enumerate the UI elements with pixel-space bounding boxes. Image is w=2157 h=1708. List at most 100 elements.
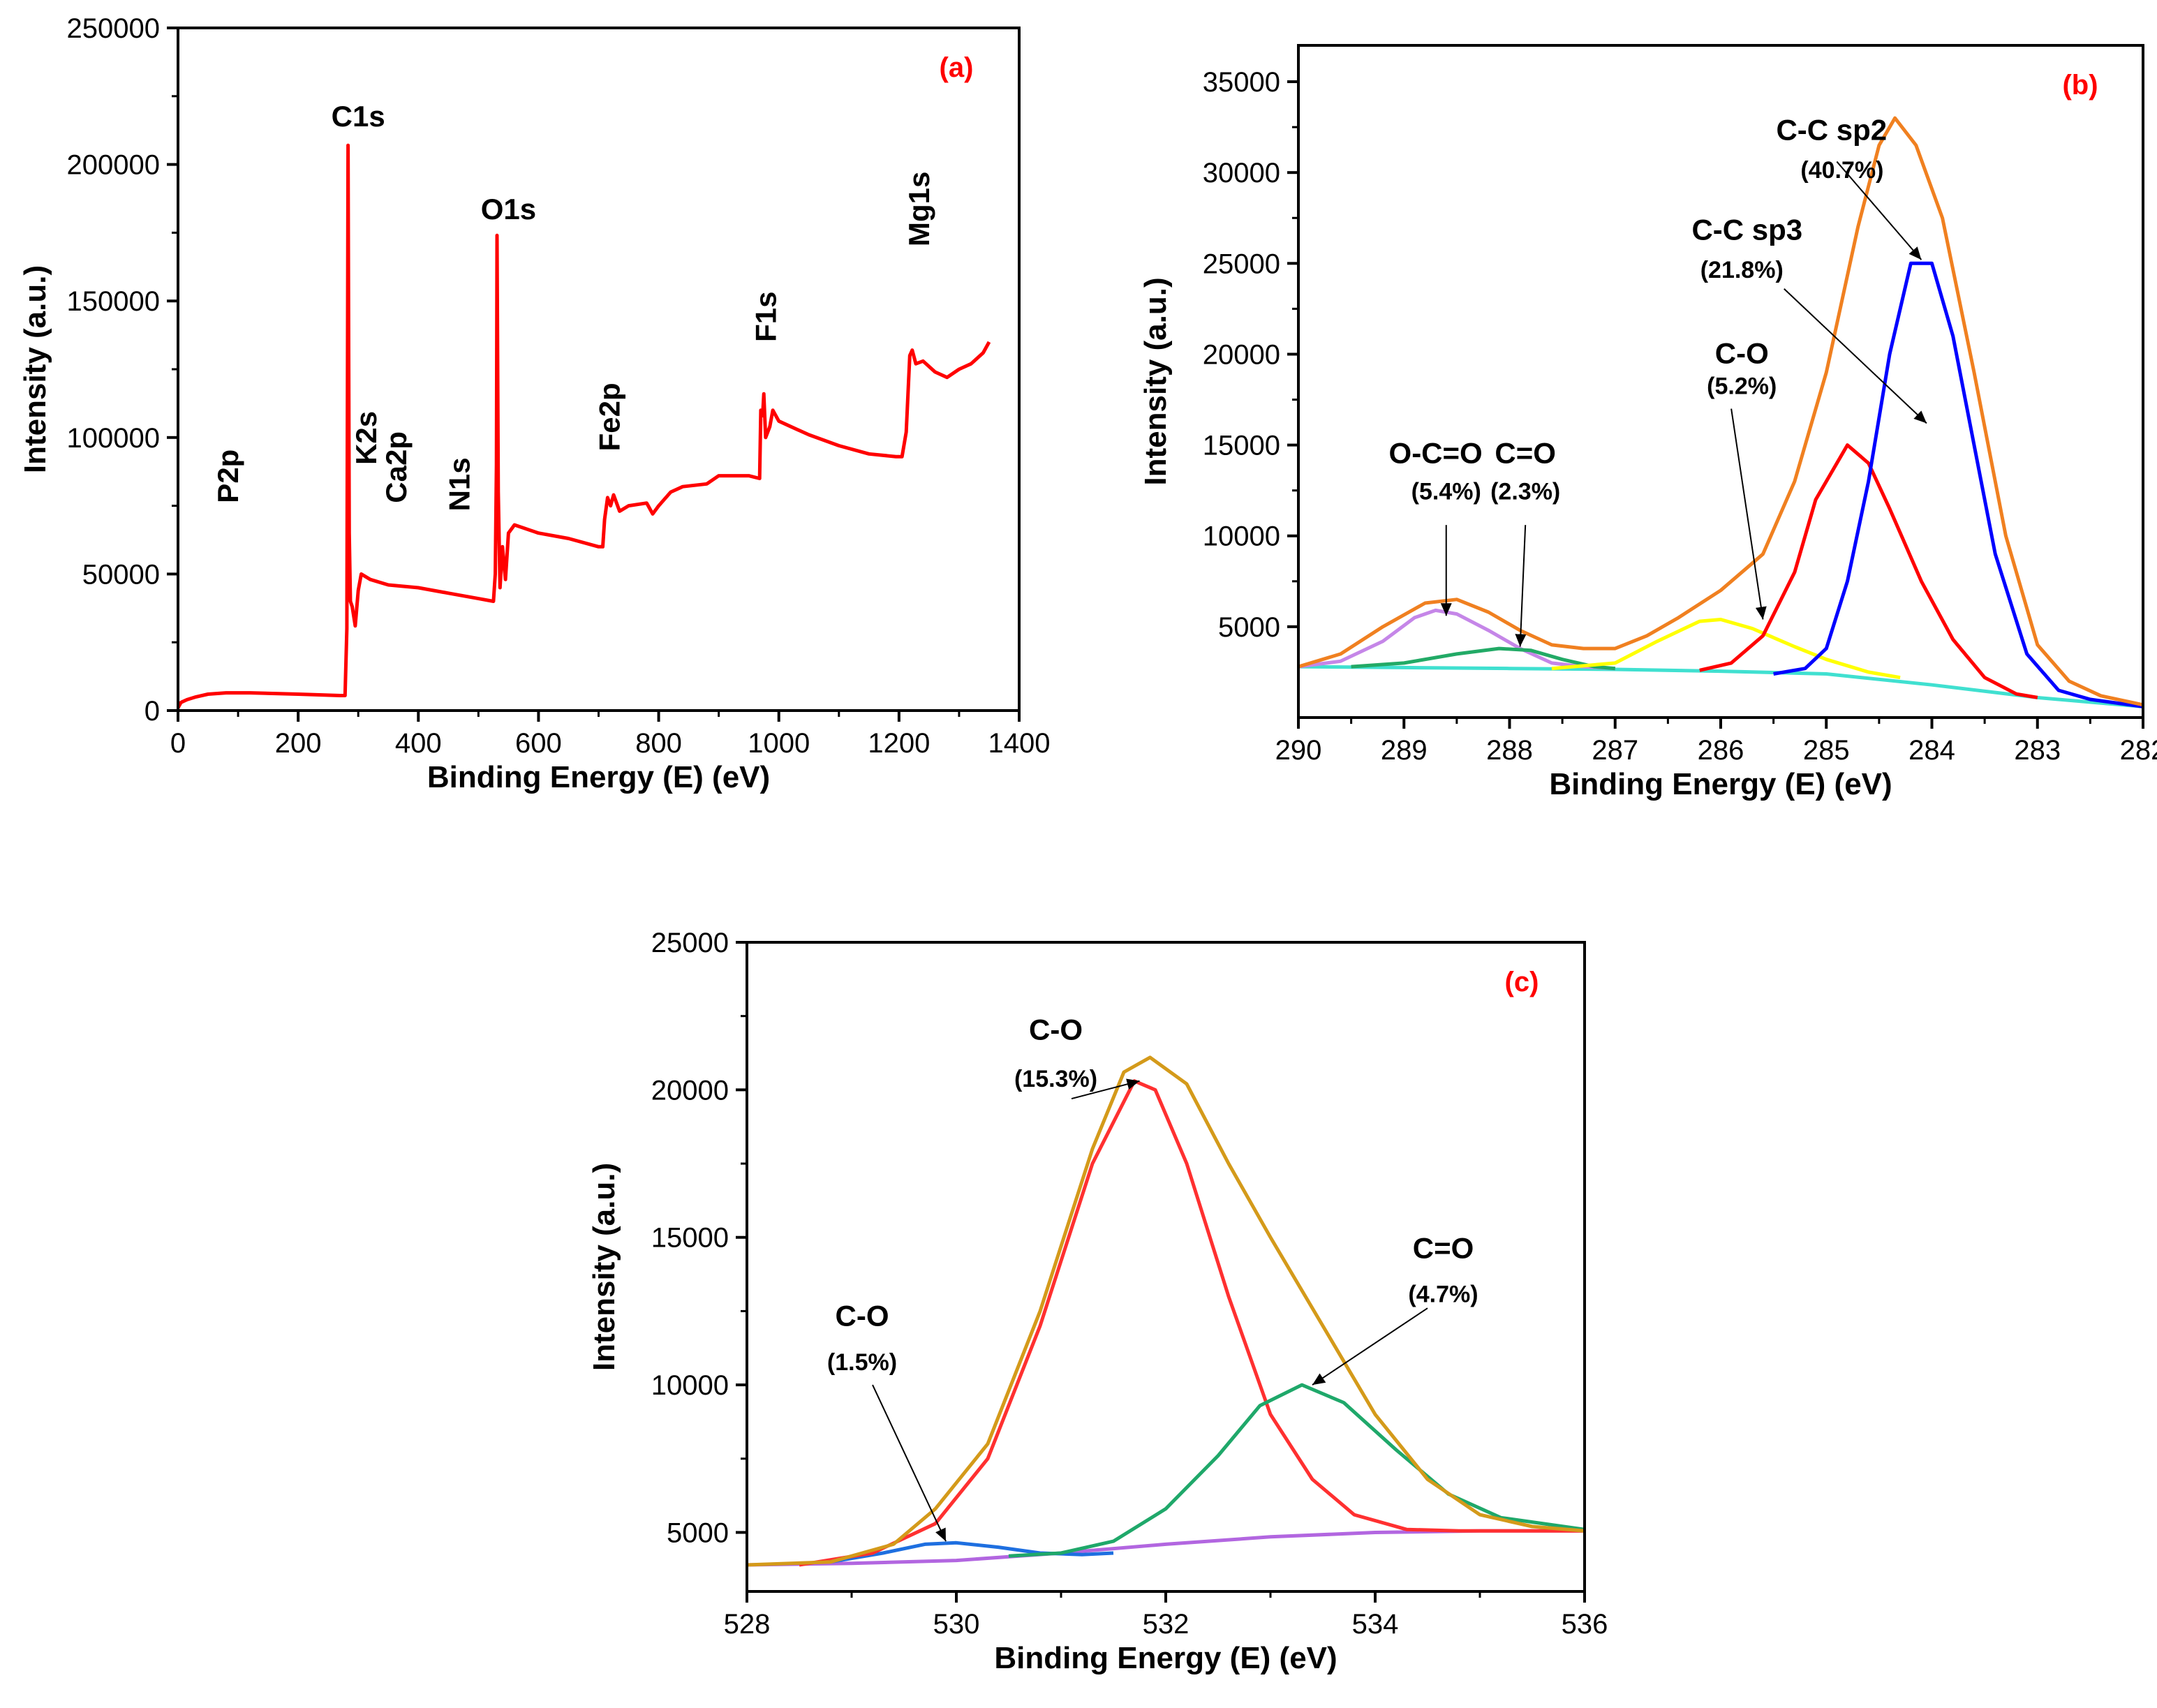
y-tick-label: 250000 [67,13,160,44]
y-tick-label: 20000 [651,1075,729,1106]
peak-label: F1s [749,292,782,342]
series-line [746,1529,1585,1567]
chart-svg: 0 200 400 600 800 1000 1200 1400 0 50000 100000 150… [18,13,1051,794]
y-tick-label: 5000 [1218,612,1280,643]
y-tick-label: 200000 [67,150,160,181]
series-line [799,1079,1585,1567]
y-tick-label: 25000 [651,928,729,958]
panel-label: (a) [940,52,974,83]
y-tick-label: 20000 [1203,339,1280,370]
y-tick-label: 150000 [67,286,160,317]
y-tick-label: 15000 [651,1223,729,1254]
annotation-arrow [1836,161,1922,260]
plot-frame [177,27,1021,712]
x-tick-label: 282 [2120,735,2157,766]
annotation-arrow [1730,408,1767,620]
chart-panel-b: 290 289 288 287 286 285 284 283 282 5000 10000 1500… [1089,0,2157,838]
peak-label: (5.4%) [1411,479,1481,505]
peak-label: (21.8%) [1700,257,1784,283]
x-tick-label: 534 [1352,1609,1399,1640]
peak-label: K2s [350,411,383,465]
peak-label: Fe2p [593,383,626,451]
y-tick-label: 10000 [651,1370,729,1401]
peak-label: O1s [481,193,536,225]
peak-label: (1.5%) [827,1349,897,1376]
y-tick-label: 0 [144,696,160,727]
y-tick-label: 30000 [1203,158,1280,188]
panel-label: (b) [2062,70,2098,101]
x-tick-label: 532 [1143,1609,1189,1640]
plot-frame [1297,44,2144,719]
series-line [746,1055,1585,1567]
chart-panel-c: 528 530 532 534 536 5000 10000 15000 20000 25000 C… [544,859,1633,1708]
x-tick-label: 288 [1486,735,1533,766]
peak-label: (4.7%) [1408,1282,1478,1308]
plot-frame [746,941,1586,1593]
chart-svg: 290 289 288 287 286 285 284 283 282 5000 10000 1500… [1139,44,2157,801]
peak-label: C-C sp3 [1691,213,1802,246]
x-tick-label: 530 [933,1609,980,1640]
x-tick-label: 286 [1698,735,1744,766]
y-tick-label: 10000 [1203,521,1280,552]
panel-label: (c) [1505,967,1539,997]
x-tick-label: 1200 [868,728,930,759]
annotation-arrow [1312,1307,1428,1386]
chart-svg: 528 530 532 534 536 5000 10000 15000 20000 25000 C… [587,928,1608,1675]
x-axis-label: Binding Energy (E) (eV) [427,760,770,794]
series-line [1298,608,1615,671]
y-axis-label: Intensity (a.u.) [1139,277,1173,485]
peak-label: O-C=O [1389,437,1483,470]
peak-label: (15.3%) [1014,1066,1097,1092]
y-tick-label: 100000 [67,423,160,454]
y-tick-label: 25000 [1203,248,1280,279]
x-tick-label: 0 [170,728,186,759]
y-tick-label: 35000 [1203,67,1280,98]
peak-label: Mg1s [903,172,935,246]
peak-label: C-O [836,1300,889,1332]
peak-label: C=O [1495,437,1556,470]
chart-panel-a: 0 200 400 600 800 1000 1200 1400 0 50000 100000 150… [0,0,1089,838]
peak-label: C-C sp2 [1776,113,1887,146]
annotation-arrow [872,1384,947,1542]
peak-label: (5.2%) [1707,373,1777,400]
peak-label: C1s [332,100,385,133]
series-line [176,143,991,709]
x-tick-label: 536 [1562,1609,1608,1640]
x-tick-label: 285 [1803,735,1850,766]
series-line [1773,261,2144,708]
peak-label: N1s [443,457,475,511]
x-tick-label: 528 [724,1609,771,1640]
x-tick-label: 1000 [748,728,810,759]
x-tick-label: 600 [515,728,562,759]
peak-label: P2p [212,450,244,503]
annotation-arrow [1515,525,1527,647]
x-tick-label: 290 [1275,735,1322,766]
x-tick-label: 1400 [988,728,1051,759]
peak-label: C-O [1029,1013,1083,1046]
x-tick-label: 200 [275,728,322,759]
y-tick-label: 50000 [82,559,160,590]
series-line [1699,443,2038,699]
x-tick-label: 283 [2014,735,2061,766]
x-tick-label: 400 [395,728,442,759]
x-axis-label: Binding Energy (E) (eV) [1549,767,1892,801]
peak-label: (40.7%) [1800,157,1883,184]
annotation-arrow [1071,1078,1140,1100]
peak-label: C-O [1715,336,1769,369]
series-line [1298,664,2144,708]
y-tick-label: 15000 [1203,431,1280,461]
peak-label: Ca2p [380,431,413,503]
y-axis-label: Intensity (a.u.) [18,265,52,473]
y-tick-label: 5000 [667,1517,729,1548]
series-line [1298,116,2144,707]
series-line [1551,618,1901,680]
peak-label: C=O [1413,1231,1474,1264]
x-tick-label: 800 [635,728,682,759]
x-tick-label: 289 [1381,735,1428,766]
peak-label: (2.3%) [1490,479,1560,505]
annotation-arrow [1784,288,1927,424]
x-axis-label: Binding Energy (E) (eV) [994,1641,1337,1675]
x-tick-label: 284 [1908,735,1955,766]
x-tick-label: 287 [1592,735,1638,766]
series-line [830,1540,1114,1564]
